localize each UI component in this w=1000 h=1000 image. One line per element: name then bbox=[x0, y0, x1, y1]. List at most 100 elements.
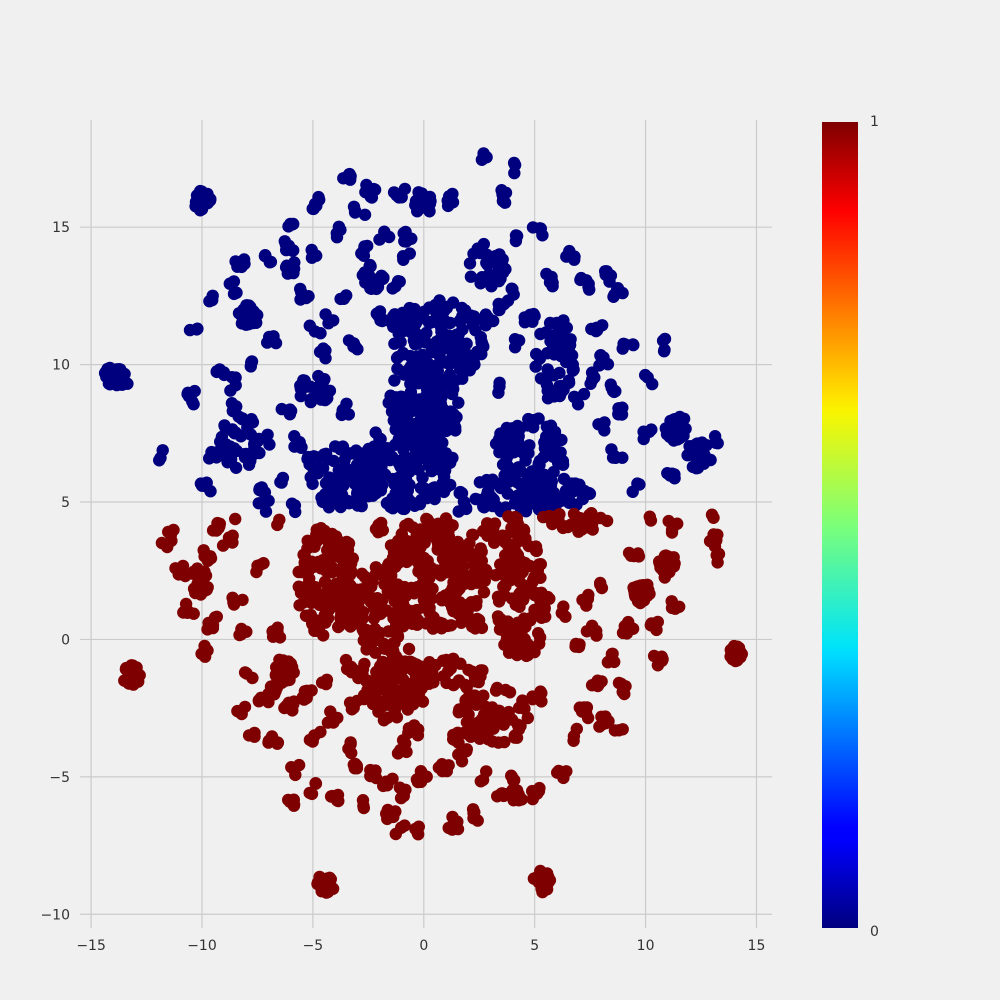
scatter-point bbox=[472, 553, 485, 566]
scatter-point bbox=[599, 268, 612, 281]
scatter-point bbox=[443, 368, 456, 381]
scatter-point bbox=[547, 369, 560, 382]
scatter-point bbox=[229, 512, 242, 526]
scatter-point bbox=[641, 371, 654, 384]
scatter-point bbox=[322, 476, 336, 489]
scatter-point bbox=[349, 462, 362, 476]
scatter-point bbox=[426, 529, 439, 542]
scatter-point bbox=[508, 158, 522, 172]
scatter-point bbox=[506, 282, 519, 296]
scatter-point bbox=[497, 615, 510, 629]
scatter-point bbox=[455, 755, 469, 768]
scatter-point bbox=[377, 714, 391, 727]
scatter-point bbox=[704, 453, 717, 467]
scatter-point bbox=[314, 725, 327, 739]
scatter-point bbox=[493, 376, 506, 389]
y-tick-label: −5 bbox=[49, 770, 70, 786]
scatter-point bbox=[393, 580, 406, 593]
scatter-point bbox=[452, 674, 466, 687]
scatter-point bbox=[420, 663, 434, 676]
scatter-point bbox=[275, 402, 288, 416]
scatter-point bbox=[119, 377, 132, 390]
scatter-point bbox=[362, 442, 375, 456]
scatter-point bbox=[529, 495, 543, 509]
scatter-point bbox=[404, 655, 417, 669]
scatter-point bbox=[622, 546, 636, 560]
scatter-point bbox=[343, 591, 356, 604]
scatter-point bbox=[395, 821, 408, 834]
scatter-point bbox=[575, 705, 589, 718]
scatter-point bbox=[198, 639, 211, 653]
scatter-point bbox=[376, 314, 389, 328]
scatter-point bbox=[431, 378, 444, 392]
scatter-point bbox=[227, 287, 241, 301]
scatter-point bbox=[349, 757, 362, 771]
scatter-point bbox=[515, 793, 528, 806]
scatter-point bbox=[557, 600, 570, 613]
scatter-point bbox=[526, 792, 539, 806]
scatter-point bbox=[590, 624, 603, 638]
scatter-point bbox=[492, 386, 505, 399]
scatter-point bbox=[330, 231, 344, 244]
scatter-point bbox=[192, 565, 205, 578]
scatter-point bbox=[295, 565, 308, 579]
scatter-point bbox=[502, 510, 515, 523]
scatter-point bbox=[172, 568, 185, 581]
scatter-point bbox=[426, 582, 439, 595]
scatter-point bbox=[446, 519, 459, 532]
scatter-point bbox=[316, 553, 330, 567]
scatter-point bbox=[343, 696, 357, 709]
scatter-point bbox=[605, 381, 618, 394]
scatter-point bbox=[437, 470, 451, 483]
scatter-point bbox=[631, 547, 645, 560]
scatter-point bbox=[496, 529, 509, 542]
scatter-point bbox=[631, 477, 644, 490]
scatter-point bbox=[271, 621, 284, 634]
x-tick-label: 0 bbox=[419, 938, 428, 954]
scatter-point bbox=[310, 528, 323, 541]
scatter-point bbox=[451, 815, 464, 828]
scatter-point bbox=[507, 468, 520, 482]
scatter-point bbox=[409, 669, 423, 683]
scatter-point bbox=[559, 610, 572, 623]
scatter-point bbox=[409, 822, 422, 836]
scatter-point bbox=[252, 694, 266, 707]
scatter-point bbox=[577, 387, 591, 401]
scatter-point bbox=[293, 599, 306, 612]
scatter-point bbox=[235, 412, 249, 426]
scatter-point bbox=[395, 405, 408, 418]
scatter-point bbox=[327, 716, 340, 729]
scatter-point bbox=[441, 556, 454, 569]
scatter-point bbox=[413, 538, 427, 552]
scatter-point bbox=[653, 557, 666, 570]
scatter-point bbox=[540, 874, 553, 887]
scatter-point bbox=[322, 582, 335, 595]
scatter-point bbox=[308, 325, 322, 338]
scatter-point bbox=[466, 722, 479, 735]
scatter-point bbox=[402, 642, 416, 656]
scatter-point bbox=[435, 315, 448, 329]
scatter-point bbox=[402, 492, 415, 506]
scatter-point bbox=[403, 417, 416, 430]
scatter-point bbox=[250, 565, 263, 579]
scatter-point bbox=[369, 561, 383, 574]
scatter-point bbox=[282, 696, 295, 709]
scatter-point bbox=[673, 600, 686, 613]
scatter-point bbox=[413, 497, 427, 511]
scatter-point bbox=[305, 243, 318, 257]
scatter-point bbox=[665, 468, 678, 482]
scatter-point bbox=[450, 328, 463, 341]
scatter-point bbox=[425, 561, 438, 575]
scatter-point bbox=[369, 522, 383, 536]
scatter-point bbox=[478, 708, 491, 721]
scatter-point bbox=[499, 580, 512, 593]
scatter-point bbox=[400, 555, 413, 569]
scatter-point bbox=[372, 667, 385, 680]
scatter-point bbox=[496, 298, 510, 312]
scatter-point bbox=[261, 428, 274, 441]
scatter-point bbox=[448, 544, 461, 557]
scatter-point bbox=[440, 764, 453, 778]
colorbar-min-label: 0 bbox=[870, 924, 879, 940]
scatter-point bbox=[427, 409, 440, 422]
scatter-point bbox=[381, 779, 394, 792]
